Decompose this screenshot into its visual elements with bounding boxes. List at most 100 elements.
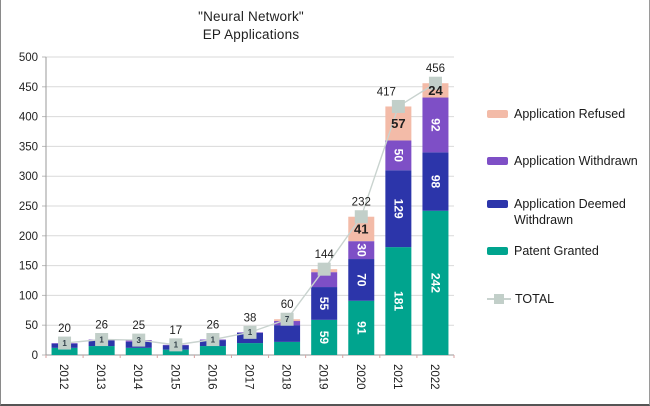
total-label: 60 — [281, 299, 294, 311]
bar-segment-label: 98 — [428, 175, 442, 189]
bar-segment — [348, 300, 375, 355]
bar-segment — [385, 170, 412, 248]
bar-segment-label: 91 — [354, 321, 368, 335]
total-label: 25 — [132, 320, 145, 332]
bar-segment-label: 129 — [391, 199, 405, 219]
y-tick-label: 150 — [19, 261, 38, 273]
chart-title: "Neural Network" EP Applications — [46, 8, 456, 44]
bar-segment-label: 92 — [428, 118, 442, 132]
bar-segment-label: 50 — [391, 149, 405, 163]
legend-item-application: Application Refused — [487, 106, 625, 122]
total-marker — [391, 99, 405, 113]
total-marker-label: 3 — [137, 336, 142, 345]
bar-segment-label: 41 — [354, 221, 368, 236]
total-label: 144 — [315, 249, 335, 261]
total-label: 20 — [58, 323, 71, 335]
y-tick-label: 100 — [19, 290, 38, 302]
x-tick-label: 2019 — [317, 364, 329, 390]
bar-segment — [311, 319, 338, 355]
x-tick-label: 2017 — [243, 364, 255, 390]
y-tick-label: 400 — [19, 112, 38, 124]
bar-segment-label: 30 — [354, 243, 368, 257]
legend-item-total: TOTAL — [487, 291, 554, 307]
bar-segment — [199, 346, 226, 355]
bar-segment-label: 181 — [391, 291, 405, 311]
bar-segment — [385, 140, 412, 171]
bar-segment — [125, 347, 152, 355]
total-marker — [428, 76, 442, 90]
total-marker — [354, 210, 368, 224]
bar-segment-label: 70 — [354, 273, 368, 287]
bar-segment — [162, 349, 189, 355]
total-line — [64, 82, 436, 346]
y-tick-label: 250 — [19, 201, 38, 213]
total-label: 38 — [244, 312, 257, 324]
y-tick-label: 450 — [19, 82, 38, 94]
x-tick-label: 2021 — [391, 364, 403, 390]
legend-label: Application Refused — [514, 107, 626, 121]
bar-segment-label: 59 — [317, 331, 331, 345]
y-tick-label: 300 — [19, 171, 38, 183]
y-tick-label: 500 — [19, 52, 38, 64]
bar-segment — [422, 152, 449, 211]
y-tick-label: 200 — [19, 231, 38, 243]
total-marker-label: 1 — [62, 339, 67, 348]
bar-segment — [422, 210, 449, 355]
total-marker — [206, 333, 220, 347]
x-tick-label: 2015 — [168, 364, 180, 390]
legend-swatch-icon — [487, 157, 508, 165]
total-marker — [317, 262, 331, 276]
bar-segment — [348, 259, 375, 301]
chart-title-line2: EP Applications — [202, 27, 300, 42]
total-marker-label: 1 — [211, 335, 216, 344]
bar-segment — [237, 343, 263, 355]
total-label: 26 — [95, 320, 108, 332]
total-label: 456 — [426, 63, 445, 75]
bar-segment — [51, 347, 78, 355]
legend-label: Patent Granted — [514, 244, 599, 258]
bar-segment — [422, 97, 449, 153]
total-marker-label: 1 — [99, 335, 104, 344]
bar-segment-label: 57 — [391, 116, 405, 131]
total-marker — [58, 336, 72, 350]
bar-segment — [311, 287, 338, 320]
bar-segment — [385, 247, 412, 355]
bar-segment — [348, 241, 375, 260]
x-tick-label: 2018 — [280, 364, 292, 390]
total-marker — [243, 325, 257, 339]
y-tick-label: 0 — [32, 350, 38, 362]
total-marker — [280, 312, 294, 326]
bar-segment-label: 242 — [428, 273, 442, 293]
total-marker-label: 7 — [285, 315, 290, 324]
total-marker-label: 1 — [248, 328, 253, 337]
bar-segment — [88, 346, 115, 355]
total-marker-label: 1 — [174, 341, 179, 350]
legend-label: Application Withdrawn — [514, 154, 638, 168]
x-tick-label: 2012 — [57, 364, 69, 390]
legend-swatch-icon — [487, 110, 508, 118]
legend-swatch-icon — [487, 247, 508, 255]
total-label: 417 — [377, 86, 396, 98]
x-tick-label: 2014 — [131, 364, 143, 390]
x-tick-label: 2016 — [205, 364, 217, 390]
legend-label: Application Deemed Withdrawn — [514, 197, 626, 227]
bar-segment — [311, 272, 338, 288]
legend-swatch-icon — [487, 200, 508, 208]
bar-segment — [274, 325, 301, 342]
total-marker — [132, 333, 146, 347]
x-tick-label: 2020 — [354, 364, 366, 390]
y-tick-label: 350 — [19, 141, 38, 153]
x-tick-label: 2013 — [94, 364, 106, 390]
bar-segment — [274, 341, 301, 355]
total-marker — [95, 333, 109, 347]
chart-title-line1: "Neural Network" — [198, 9, 304, 24]
y-tick-label: 50 — [25, 320, 38, 332]
total-label: 26 — [207, 320, 220, 332]
bar-segment-label: 24 — [428, 83, 443, 98]
legend-label: TOTAL — [515, 292, 555, 306]
legend-line-marker-icon — [487, 291, 511, 307]
legend-item-patent: Patent Granted — [487, 243, 599, 259]
total-label: 17 — [169, 325, 182, 337]
